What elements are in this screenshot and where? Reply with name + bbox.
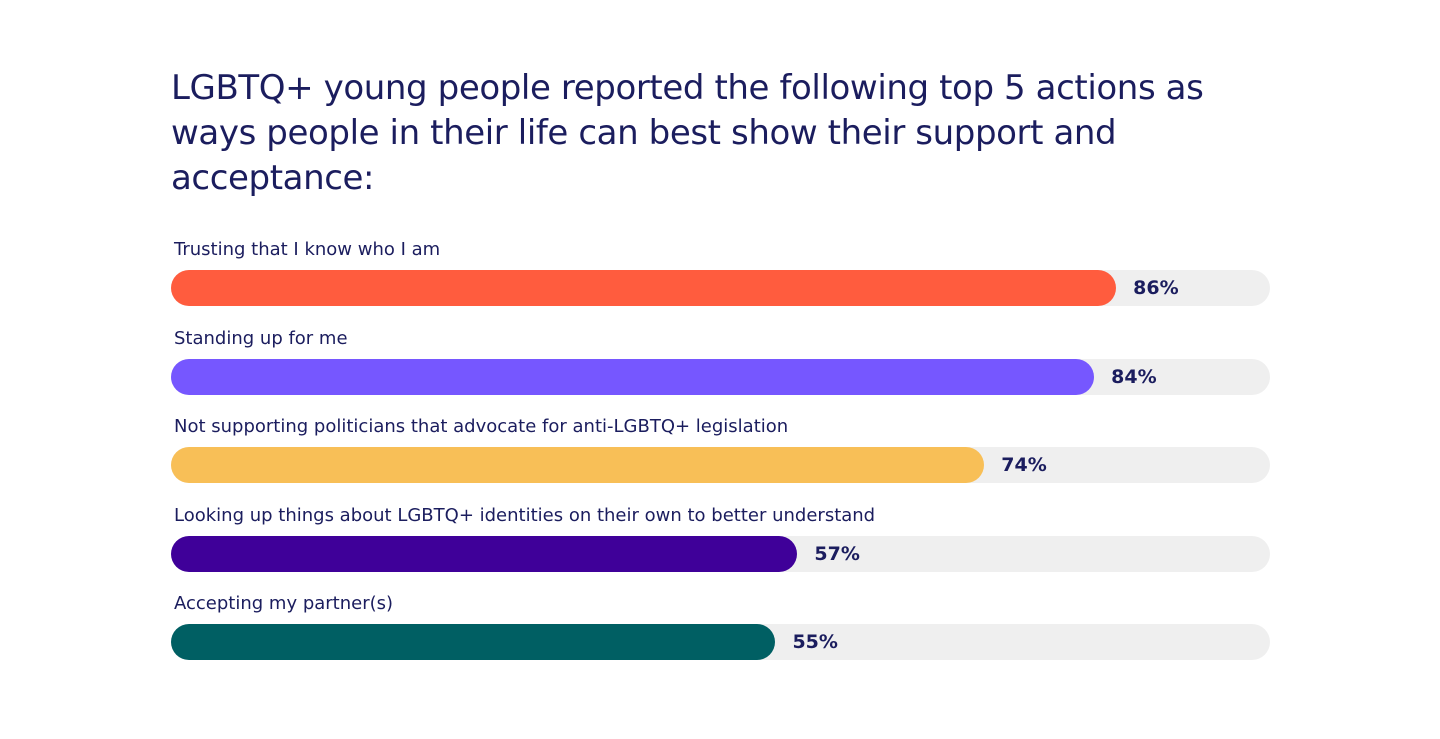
chart-title: LGBTQ+ young people reported the followi… (171, 68, 1204, 198)
bar (171, 358, 1095, 395)
bar-row: Not supporting politicians that advocate… (171, 415, 1270, 495)
category-label: Standing up for me (174, 327, 348, 349)
category-label: Looking up things about LGBTQ+ identitie… (174, 504, 876, 526)
bar-row: Standing up for me 84% (171, 327, 1270, 407)
category-label: Not supporting politicians that advocate… (174, 416, 789, 437)
value-label: 86% (1133, 277, 1179, 299)
bar (171, 447, 985, 483)
bar-row: Trusting that I know who I am 86% (171, 238, 1270, 318)
bar-row: Looking up things about LGBTQ+ identitie… (171, 504, 1270, 584)
bar-track (171, 358, 1270, 395)
value-label: 55% (792, 631, 838, 653)
category-label: Trusting that I know who I am (174, 239, 441, 260)
bar (171, 535, 798, 572)
bar-row: Accepting my partner(s) 55% (171, 592, 1270, 672)
value-label: 74% (1001, 454, 1047, 476)
bar-track (171, 270, 1270, 306)
bar (171, 270, 1117, 306)
bar-track (171, 624, 1270, 660)
value-label: 84% (1111, 365, 1157, 388)
bar-track (171, 447, 1270, 483)
bar (171, 624, 776, 660)
value-label: 57% (814, 542, 860, 565)
category-label: Accepting my partner(s) (174, 593, 394, 614)
bar-track (171, 535, 1270, 572)
